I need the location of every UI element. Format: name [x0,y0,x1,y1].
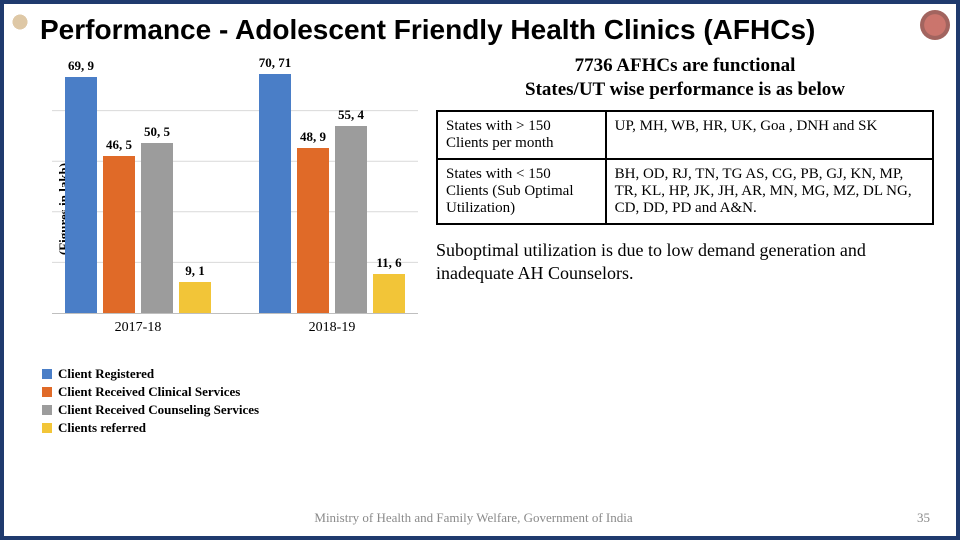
note-text: Suboptimal utilization is due to low dem… [436,239,934,286]
info-panel: 7736 AFHCs are functional States/UT wise… [436,54,934,438]
bar-value-label: 70, 71 [259,55,292,71]
legend-swatch-icon [42,369,52,379]
content-row: (Figures in lakh) 69, 946, 550, 59, 170,… [22,54,938,438]
bar [179,282,211,313]
legend-label: Client Received Clinical Services [58,384,240,400]
plot-area: 69, 946, 550, 59, 170, 7148, 955, 411, 6 [52,60,418,314]
page-title: Performance - Adolescent Friendly Health… [40,14,938,46]
summary-text: 7736 AFHCs are functional States/UT wise… [436,54,934,102]
legend-item: Client Registered [42,366,422,382]
legend-swatch-icon [42,405,52,415]
bar-value-label: 69, 9 [68,58,94,74]
bar [259,74,291,313]
footer: Ministry of Health and Family Welfare, G… [4,510,956,526]
legend-item: Client Received Counseling Services [42,402,422,418]
bar-value-label: 46, 5 [106,137,132,153]
bar [65,77,97,313]
bar-value-label: 50, 5 [144,124,170,140]
legend-label: Client Registered [58,366,154,382]
legend-label: Client Received Counseling Services [58,402,259,418]
chart-legend: Client Registered Client Received Clinica… [42,366,422,436]
legend-swatch-icon [42,387,52,397]
emblem-right-icon [920,10,950,40]
summary-line2: States/UT wise performance is as below [525,79,845,100]
category-label: 2017-18 [115,320,162,336]
legend-label: Clients referred [58,420,146,436]
states-cell: BH, OD, RJ, TN, TG AS, CG, PB, GJ, KN, M… [606,159,933,224]
legend-swatch-icon [42,423,52,433]
states-table: States with > 150 Clients per month UP, … [436,110,934,225]
slide: Performance - Adolescent Friendly Health… [0,0,960,540]
chart-panel: (Figures in lakh) 69, 946, 550, 59, 170,… [22,54,422,438]
category-label: 2018-19 [309,320,356,336]
table-row: States with < 150 Clients (Sub Optimal U… [437,159,933,224]
bar-value-label: 55, 4 [338,107,364,123]
bar-value-label: 48, 9 [300,129,326,145]
bar-value-label: 9, 1 [185,263,205,279]
bar [103,156,135,313]
bar [335,126,367,313]
footer-page: 35 [917,510,930,526]
states-cell: UP, MH, WB, HR, UK, Goa , DNH and SK [606,111,933,159]
bar [297,148,329,313]
legend-item: Client Received Clinical Services [42,384,422,400]
footer-org: Ministry of Health and Family Welfare, G… [314,510,632,526]
emblem-left-icon [8,8,32,36]
bar-value-label: 11, 6 [376,255,401,271]
criterion-cell: States with > 150 Clients per month [437,111,606,159]
bar [141,143,173,313]
bar [373,274,405,313]
summary-line1: 7736 AFHCs are functional [575,55,796,76]
bar-chart: (Figures in lakh) 69, 946, 550, 59, 170,… [22,54,422,364]
legend-item: Clients referred [42,420,422,436]
table-row: States with > 150 Clients per month UP, … [437,111,933,159]
criterion-cell: States with < 150 Clients (Sub Optimal U… [437,159,606,224]
